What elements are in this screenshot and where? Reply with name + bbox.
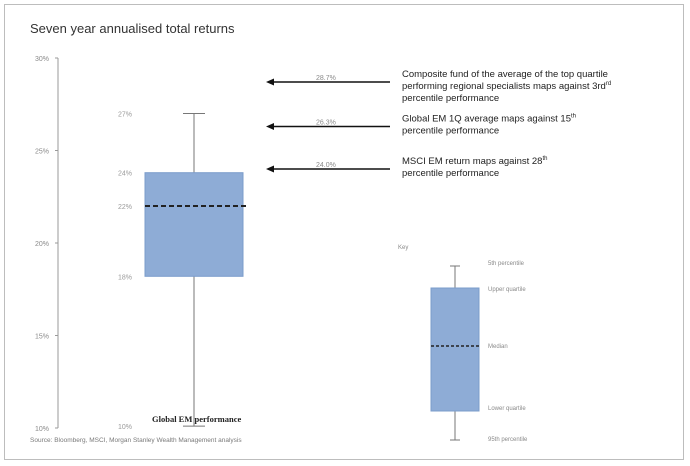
legend-label-median: Median bbox=[488, 344, 508, 350]
category-label: Global EM performance bbox=[152, 414, 241, 424]
max-value-label: 27% bbox=[118, 112, 132, 119]
annotations: 28.7% Composite fund of the average of th… bbox=[266, 69, 611, 179]
chart-frame bbox=[4, 4, 684, 460]
annotation-text-line: performing regional specialists maps aga… bbox=[402, 81, 611, 92]
y-tick-label: 30% bbox=[35, 56, 49, 63]
annotation-text-line: MSCI EM return maps against 28th bbox=[402, 156, 547, 167]
legend-label-upper: Upper quartile bbox=[488, 287, 526, 293]
annotation-value: 26.3% bbox=[316, 119, 336, 126]
chart-title: Seven year annualised total returns bbox=[30, 21, 235, 36]
annotation-1: 28.7% Composite fund of the average of th… bbox=[266, 69, 611, 104]
legend-box bbox=[430, 287, 480, 412]
annotation-text-line: Composite fund of the average of the top… bbox=[402, 69, 608, 80]
legend-key: Key 5th percentile Upper quartile Median… bbox=[398, 245, 528, 443]
legend-label-lower: Lower quartile bbox=[488, 406, 526, 412]
y-axis-ticks: 30% 25% 20% 15% 10% bbox=[35, 56, 58, 433]
annotation-text-line: percentile performance bbox=[402, 125, 499, 136]
annotation-superscript: rd bbox=[606, 81, 611, 87]
legend-label-95th: 95th percentile bbox=[488, 437, 528, 443]
annotation-superscript: th bbox=[571, 113, 576, 119]
annotation-superscript: th bbox=[542, 156, 547, 162]
y-tick-label: 15% bbox=[35, 334, 49, 341]
y-tick-label: 10% bbox=[35, 426, 49, 433]
annotation-text-line: percentile performance bbox=[402, 168, 499, 179]
median-value-label: 22% bbox=[118, 204, 132, 211]
source-note: Source: Bloomberg, MSCI, Morgan Stanley … bbox=[30, 437, 242, 444]
q3-value-label: 24% bbox=[118, 171, 132, 178]
y-tick-label: 25% bbox=[35, 149, 49, 156]
legend-title: Key bbox=[398, 245, 408, 251]
annotation-3: 24.0% MSCI EM return maps against 28thper… bbox=[266, 156, 547, 179]
interquartile-box bbox=[144, 172, 244, 277]
annotation-arrow-head bbox=[266, 165, 274, 173]
main-box-plot: 27% 24% 22% 18% 10% bbox=[118, 112, 246, 431]
annotation-value: 24.0% bbox=[316, 162, 336, 169]
annotation-value: 28.7% bbox=[316, 75, 336, 82]
q1-value-label: 18% bbox=[118, 274, 132, 281]
annotation-text-line: Global EM 1Q average maps against 15th bbox=[402, 113, 576, 124]
annotation-2: 26.3% Global EM 1Q average maps against 1… bbox=[266, 113, 576, 136]
y-tick-label: 20% bbox=[35, 241, 49, 248]
annotation-text-line: percentile performance bbox=[402, 93, 499, 104]
legend-label-5th: 5th percentile bbox=[488, 261, 525, 267]
annotation-arrow-head bbox=[266, 78, 274, 86]
min-value-label: 10% bbox=[118, 424, 132, 431]
annotation-arrow-head bbox=[266, 122, 274, 130]
